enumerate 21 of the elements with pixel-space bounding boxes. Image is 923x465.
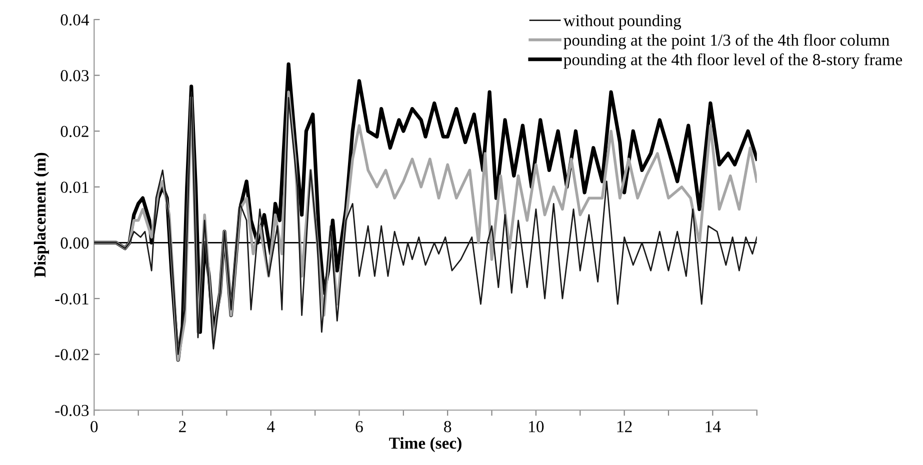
y-tick-label: 0.00	[60, 237, 89, 249]
x-tick-label: 6	[356, 421, 363, 432]
y-tick-label: -0.03	[55, 404, 89, 416]
x-tick-label: 12	[617, 421, 632, 432]
y-tick-label: 0.02	[60, 126, 88, 138]
y-tick-label: 0.04	[60, 14, 90, 26]
y-tick-label: 0.01	[60, 182, 88, 193]
x-tick-label: 14	[706, 421, 721, 432]
x-tick-label: 2	[179, 421, 186, 432]
x-tick-label: 4	[267, 421, 275, 432]
x-tick-label: 10	[529, 421, 544, 432]
y-tick-label: -0.02	[55, 349, 88, 360]
x-axis-title: Time (sec)	[389, 437, 462, 452]
y-axis-title: Displacement (m)	[34, 152, 50, 278]
x-tick-label: 0	[90, 421, 98, 432]
legend-label: without pounding	[563, 14, 682, 30]
legend-label: pounding at the point 1/3 of the 4th floor column	[564, 34, 890, 50]
legend-label: pounding at the 4th floor level of the 8-story frame	[564, 53, 902, 69]
y-tick-label: 0.03	[60, 70, 89, 82]
y-tick-label: -0.01	[55, 293, 88, 305]
x-tick-label: 8	[444, 421, 452, 432]
